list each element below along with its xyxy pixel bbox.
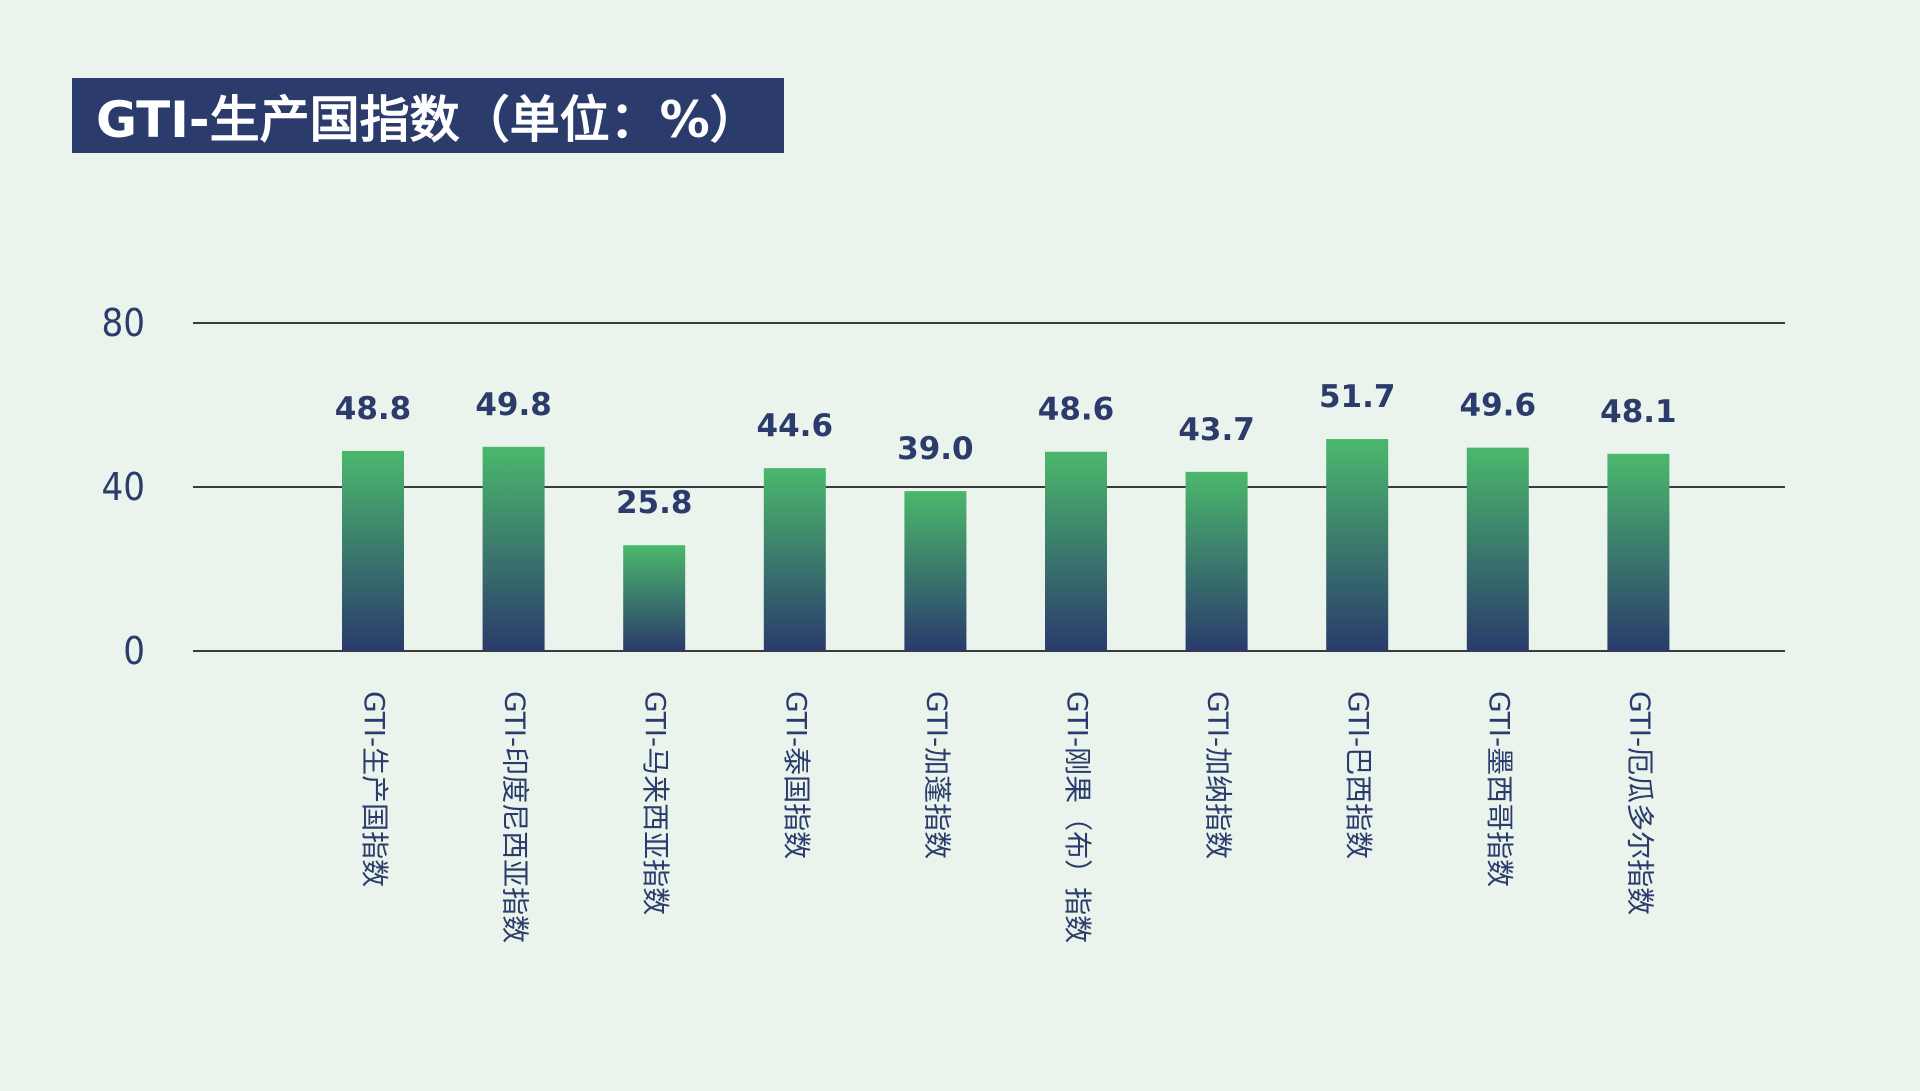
data-label: 44.6 [757,408,834,444]
bar [1466,447,1529,651]
data-label: 49.6 [1460,388,1537,424]
data-label: 43.7 [1178,412,1255,448]
bar [482,446,545,651]
chart-title-box: GTI-生产国指数（单位：%） [72,78,784,153]
data-label: 48.6 [1038,392,1115,428]
data-label: 49.8 [475,387,552,423]
bar [1326,439,1389,651]
data-label: 25.8 [616,485,693,521]
x-tick-label: GTI-墨西哥指数 [1483,691,1516,887]
bar [623,545,686,651]
data-label: 39.0 [897,431,974,467]
x-tick-label: GTI-印度尼西亚指数 [499,691,532,943]
y-tick-label: 80 [102,301,146,345]
bar [1045,451,1107,651]
bar [904,491,967,651]
chart-title: GTI-生产国指数（单位：%） [96,90,760,149]
x-tick-label: GTI-加纳指数 [1202,691,1235,859]
bar [1607,453,1670,651]
y-tick-label: 0 [123,629,145,673]
y-tick-label: 40 [102,465,146,509]
x-tick-label: GTI-刚果（布）指数 [1061,691,1094,943]
bar [763,468,826,651]
x-tick-label: GTI-泰国指数 [780,691,813,859]
data-label: 48.1 [1600,394,1677,430]
data-label: 51.7 [1319,379,1396,415]
x-tick-label: GTI-加蓬指数 [920,691,953,859]
data-label: 48.8 [335,391,412,427]
bar [1185,471,1248,651]
x-tick-label: GTI-厄瓜多尔指数 [1623,691,1656,915]
x-tick-label: GTI-巴西指数 [1342,691,1375,859]
bar [342,450,404,651]
x-tick-label: GTI-马来西亚指数 [639,691,672,915]
x-tick-label: GTI-生产国指数 [358,691,391,887]
